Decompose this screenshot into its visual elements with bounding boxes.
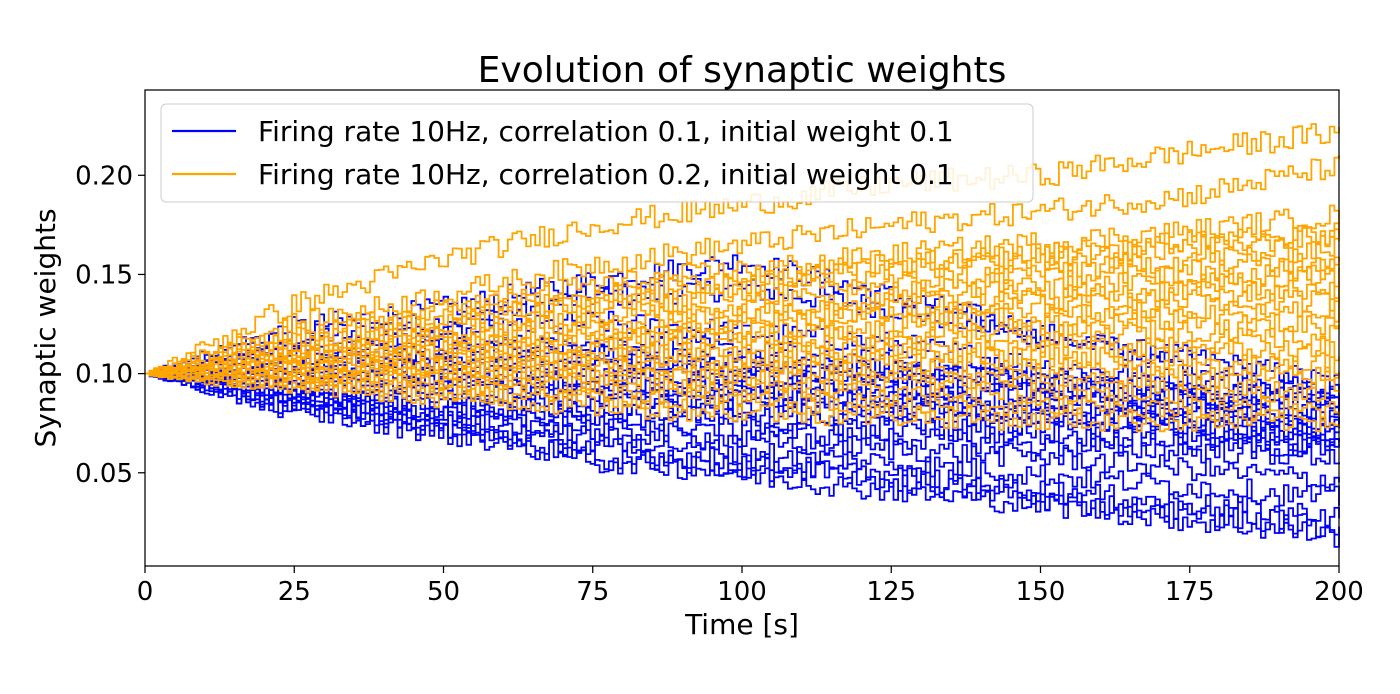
series-1-trace-14 (145, 372, 1340, 492)
x-tick-label: 175 (1165, 577, 1215, 607)
legend-label-1: Firing rate 10Hz, correlation 0.1, initi… (258, 115, 954, 148)
series-2-trace-12 (145, 313, 1340, 383)
y-tick-label: 0.20 (75, 161, 133, 191)
series-2-trace-1 (145, 123, 1340, 375)
legend-label-2: Firing rate 10Hz, correlation 0.2, initi… (258, 158, 954, 191)
series-2-trace-11 (145, 298, 1340, 379)
series-layer (145, 123, 1340, 548)
x-tick-label: 125 (866, 577, 916, 607)
x-tick-label: 0 (137, 577, 154, 607)
series-2-trace-5 (145, 237, 1340, 375)
x-tick-label: 100 (717, 577, 767, 607)
x-axis-label: Time [s] (684, 608, 799, 641)
series-1-trace-18 (145, 372, 1340, 538)
series-2-trace-2 (145, 154, 1340, 375)
x-tick-label: 150 (1016, 577, 1066, 607)
y-tick-label: 0.05 (75, 459, 133, 489)
chart-title: Evolution of synaptic weights (478, 50, 1007, 91)
x-tick-label: 50 (427, 577, 460, 607)
y-tick-label: 0.10 (75, 360, 133, 390)
x-tick-label: 200 (1314, 577, 1364, 607)
series-2 (145, 123, 1340, 433)
series-2-trace-19 (145, 369, 1340, 433)
series-2-trace-15 (145, 352, 1340, 389)
y-tick-label: 0.15 (75, 260, 133, 290)
series-2-trace-20 (145, 222, 1340, 376)
series-2-trace-14 (145, 337, 1340, 384)
x-axis: 0 25 50 75 100 125 150 175 200 (137, 566, 1364, 607)
series-2-trace-3 (145, 204, 1340, 375)
x-tick-label: 25 (278, 577, 311, 607)
y-axis: 0.05 0.10 0.15 0.20 (75, 161, 145, 489)
legend-box (160, 103, 1034, 203)
y-axis-label: Synaptic weights (29, 208, 62, 447)
x-tick-label: 75 (576, 577, 609, 607)
legend: Firing rate 10Hz, correlation 0.1, initi… (160, 103, 1034, 203)
